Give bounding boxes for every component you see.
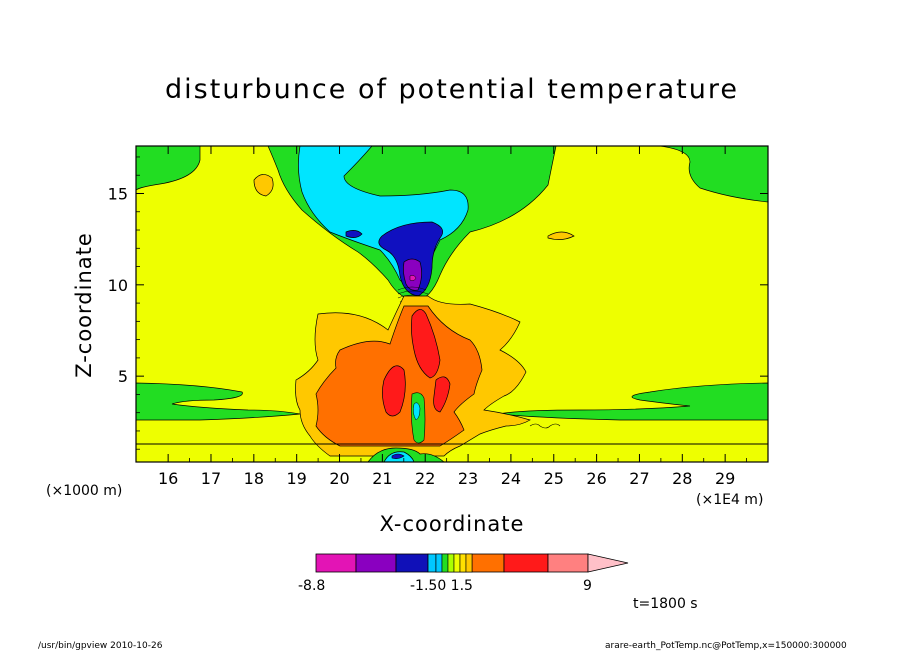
x-tick-label: 27 bbox=[629, 469, 649, 488]
region-orange-blob-right bbox=[547, 231, 575, 240]
x-tick-label: 23 bbox=[458, 469, 478, 488]
colorbar-label-mid: -1.50 1.5 bbox=[410, 578, 473, 594]
x-axis-ticks: 16 17 18 19 20 21 22 23 24 25 26 27 28 29 bbox=[158, 146, 747, 488]
colorbar-segment bbox=[395, 553, 429, 573]
region-orange-blob-left bbox=[253, 174, 274, 197]
colorbar-stripe bbox=[447, 553, 455, 573]
x-tick-label: 18 bbox=[244, 469, 264, 488]
colorbar-segment bbox=[471, 553, 505, 573]
colorbar-label-min: -8.8 bbox=[298, 578, 326, 594]
x-axis-scale-label: (×1E4 m) bbox=[696, 492, 764, 508]
x-tick-label: 22 bbox=[415, 469, 435, 488]
colorbar-stripe bbox=[441, 553, 449, 573]
x-tick-label: 25 bbox=[544, 469, 564, 488]
region-purple bbox=[402, 258, 422, 291]
footer-right: arare-earth_PotTemp.nc@PotTemp,x=150000:… bbox=[605, 641, 847, 651]
y-axis-label: Z-coordinate bbox=[72, 232, 96, 378]
x-tick-label: 17 bbox=[201, 469, 221, 488]
x-tick-label: 24 bbox=[501, 469, 521, 488]
colorbar-segment bbox=[427, 553, 437, 573]
colorbar-label-max: 9 bbox=[583, 578, 592, 594]
region-green-upper-right bbox=[659, 146, 768, 203]
region-red-left bbox=[382, 365, 406, 417]
region-red-right bbox=[433, 376, 451, 413]
x-tick-label: 20 bbox=[329, 469, 349, 488]
colorbar-segment bbox=[547, 553, 589, 573]
colorbar-stripe bbox=[459, 553, 467, 573]
region-magenta bbox=[409, 275, 417, 281]
colorbar-segment bbox=[355, 553, 397, 573]
x-tick-label: 26 bbox=[586, 469, 606, 488]
colorbar-stripe bbox=[465, 553, 473, 573]
plot-frame bbox=[135, 145, 769, 463]
region-green-lower-left bbox=[136, 382, 301, 421]
x-tick-label: 21 bbox=[372, 469, 392, 488]
region-green-upper-left bbox=[136, 146, 201, 191]
region-blue-small bbox=[345, 230, 363, 238]
contour-line-wiggle bbox=[529, 423, 561, 429]
x-tick-label: 29 bbox=[715, 469, 735, 488]
footer-left: /usr/bin/gpview 2010-10-26 bbox=[38, 641, 163, 651]
colorbar bbox=[315, 553, 629, 573]
region-red-main bbox=[410, 309, 441, 379]
region-green-lower-right bbox=[497, 382, 768, 421]
x-tick-label: 19 bbox=[286, 469, 306, 488]
y-tick-label: 5 bbox=[118, 367, 128, 386]
colorbar-arrow bbox=[587, 553, 629, 573]
colorbar-segment bbox=[315, 553, 357, 573]
colorbar-segment bbox=[503, 553, 549, 573]
y-tick-label: 10 bbox=[108, 276, 128, 295]
x-tick-label: 28 bbox=[672, 469, 692, 488]
y-tick-label: 15 bbox=[108, 184, 128, 203]
region-blue-bottom bbox=[391, 453, 405, 459]
time-annotation: t=1800 s bbox=[633, 596, 698, 612]
x-tick-label: 16 bbox=[158, 469, 178, 488]
colorbar-stripe bbox=[453, 553, 461, 573]
chart-title: disturbunce of potential temperature bbox=[165, 74, 739, 105]
x-axis-label: X-coordinate bbox=[379, 512, 525, 536]
region-cyan-column bbox=[413, 402, 421, 421]
x-axis-unit-label: (×1000 m) bbox=[46, 483, 123, 499]
colorbar-stripe bbox=[435, 553, 443, 573]
y-axis-ticks: 5 10 15 bbox=[108, 156, 768, 450]
